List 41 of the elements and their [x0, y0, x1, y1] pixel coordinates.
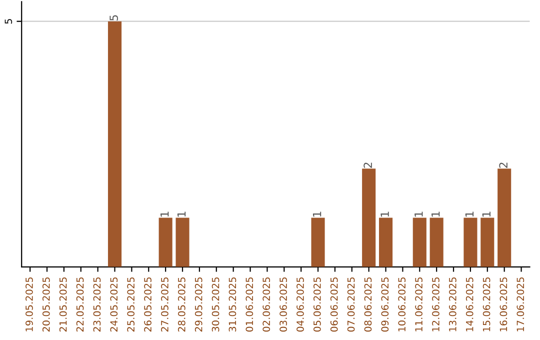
- x-tick-label: 19.05.2025: [26, 277, 33, 332]
- x-tick-label: 15.06.2025: [482, 277, 490, 332]
- x-tick-label: 22.05.2025: [76, 277, 84, 332]
- x-tick-label: 14.06.2025: [466, 277, 474, 332]
- x-tick-label: 26.05.2025: [144, 277, 152, 332]
- x-tick-label: 09.06.2025: [381, 277, 389, 332]
- data-label: 1: [432, 212, 440, 217]
- x-tick-label: 04.06.2025: [296, 277, 304, 332]
- x-tick-label: 10.06.2025: [398, 277, 406, 332]
- x-tick-label: 05.06.2025: [313, 277, 321, 332]
- x-tick-label: 12.06.2025: [432, 277, 440, 332]
- x-tick-label: 30.05.2025: [212, 277, 220, 332]
- data-label: 1: [177, 212, 186, 217]
- x-tick-label: 17.06.2025: [516, 277, 524, 332]
- x-tick-label: 28.05.2025: [178, 277, 186, 332]
- x-tick-label: 07.06.2025: [347, 277, 355, 332]
- x-tick-label: 13.06.2025: [448, 277, 456, 332]
- data-label: 1: [465, 212, 474, 217]
- x-tick-label: 11.06.2025: [415, 277, 422, 332]
- x-tick-label: 21.05.2025: [59, 277, 67, 332]
- data-label: 1: [482, 212, 490, 217]
- x-tick-label: 16.06.2025: [500, 277, 508, 332]
- x-tick-label: 02.06.2025: [262, 277, 270, 332]
- x-tick-label: 20.05.2025: [42, 277, 50, 332]
- x-tick-label: 25.05.2025: [127, 277, 135, 332]
- x-tick-label: 08.06.2025: [364, 277, 372, 332]
- x-tick-label: 27.05.2025: [161, 277, 168, 332]
- x-tick-label: 06.06.2025: [330, 277, 338, 332]
- x-tick-label: 31.05.2025: [228, 277, 236, 332]
- data-label: 1: [414, 212, 423, 217]
- data-label: 2: [499, 162, 508, 168]
- x-tick-label: 24.05.2025: [110, 277, 118, 332]
- data-label: 1: [160, 212, 169, 217]
- x-tick-label: 29.05.2025: [194, 277, 202, 332]
- x-tick-label: 03.06.2025: [280, 277, 287, 332]
- x-tick-label: 01.06.2025: [246, 277, 254, 332]
- data-label: 5: [110, 15, 118, 20]
- x-tick-label: 23.05.2025: [93, 277, 101, 332]
- data-label: 1: [380, 212, 389, 217]
- data-label: 1: [312, 212, 322, 217]
- data-label: 2: [364, 162, 372, 168]
